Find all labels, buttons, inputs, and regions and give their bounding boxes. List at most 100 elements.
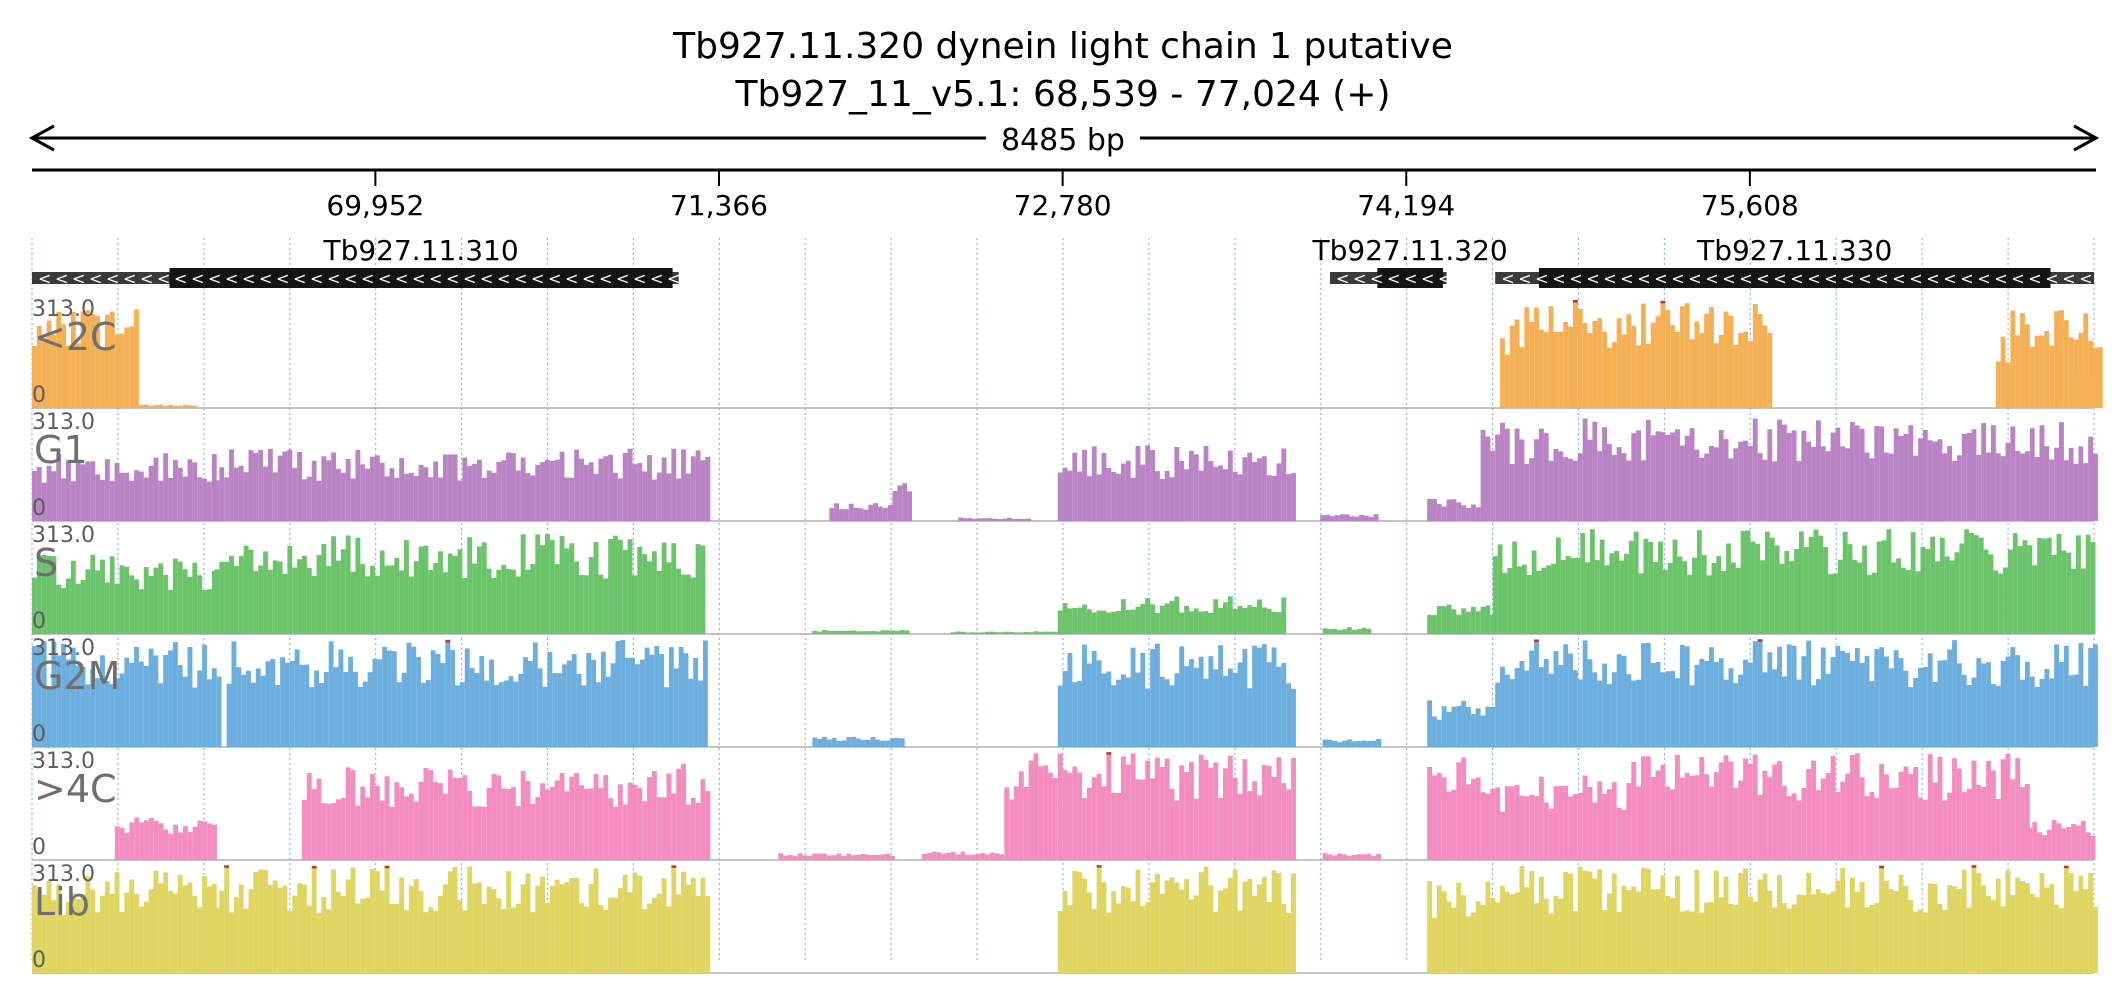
- coverage-bar: [1713, 772, 1719, 860]
- coverage-bar: [1111, 792, 1117, 860]
- coverage-bar: [1947, 792, 1953, 860]
- coverage-bar: [870, 736, 876, 747]
- coverage-bar: [588, 462, 594, 521]
- coverage-bar: [1218, 465, 1224, 521]
- coverage-bar: [603, 456, 609, 521]
- coverage-bar: [1531, 550, 1537, 634]
- coverage-bar: [695, 450, 701, 521]
- coverage-bar: [272, 560, 278, 634]
- coverage-bar: [1908, 687, 1914, 747]
- coverage-bar: [46, 465, 52, 521]
- coverage-bar: [452, 555, 458, 634]
- coverage-bar: [1650, 776, 1656, 860]
- coverage-bar: [336, 799, 341, 860]
- saturation-mark: [1660, 300, 1666, 304]
- coverage-bar: [1091, 446, 1097, 521]
- coverage-bar: [1028, 760, 1034, 860]
- coverage-bar: [1616, 807, 1622, 860]
- coverage-bar: [860, 853, 866, 860]
- coverage-bar: [336, 891, 341, 973]
- coverage-bar: [168, 589, 173, 634]
- coverage-bar: [1820, 647, 1826, 747]
- coverage-bar: [202, 876, 207, 973]
- coverage-bar: [1978, 537, 1984, 634]
- coverage-bar: [360, 786, 366, 860]
- coverage-bar: [1116, 679, 1121, 747]
- coverage-bar: [326, 909, 332, 973]
- coverage-bar: [1322, 853, 1328, 860]
- coverage-bar: [1918, 438, 1923, 521]
- coverage-bar: [1879, 647, 1885, 747]
- coverage-bar: [1580, 533, 1586, 634]
- coverage-bar: [158, 563, 164, 634]
- coverage-bar: [1130, 609, 1136, 634]
- coverage-bar: [2073, 674, 2079, 747]
- coverage-bar: [1905, 570, 1911, 634]
- track-ymax-label: 313.0: [32, 636, 95, 661]
- coverage-bar: [1961, 792, 1967, 860]
- coverage-bar: [413, 801, 419, 860]
- coverage-bar: [880, 854, 886, 860]
- coverage-bar: [331, 869, 337, 973]
- coverage-bar: [391, 651, 397, 747]
- coverage-bar: [627, 782, 633, 860]
- coverage-bar: [496, 461, 502, 521]
- coverage-bar: [1973, 535, 1979, 634]
- coverage-bar: [1524, 887, 1530, 973]
- coverage-bar: [1728, 668, 1734, 747]
- coverage-bar: [192, 562, 198, 634]
- coverage-bar: [581, 685, 587, 747]
- coverage-bar: [100, 895, 105, 973]
- coverage-bar: [197, 907, 203, 973]
- coverage-bar: [1670, 670, 1676, 747]
- coverage-bar: [177, 467, 183, 521]
- coverage-bar: [545, 534, 550, 634]
- coverage-bar: [510, 907, 516, 973]
- coverage-bar: [989, 631, 995, 634]
- coverage-bar: [1485, 605, 1491, 634]
- coverage-bar: [1949, 560, 1955, 634]
- coverage-bar: [1560, 559, 1566, 634]
- coverage-bar: [486, 470, 492, 521]
- coverage-bar: [1730, 562, 1736, 634]
- coverage-bar: [457, 549, 463, 634]
- coverage-bar: [1237, 910, 1243, 973]
- coverage-bar: [202, 644, 207, 747]
- coverage-bar: [1082, 798, 1087, 860]
- coverage-bar: [700, 779, 706, 860]
- coverage-bar: [1837, 559, 1843, 634]
- coverage-bar: [700, 545, 706, 634]
- coverage-bar: [399, 458, 405, 521]
- coverage-bar: [617, 539, 623, 634]
- coverage-bar: [177, 561, 183, 634]
- coverage-bar: [1106, 467, 1112, 521]
- coverage-bar: [875, 739, 881, 747]
- coverage-bar: [85, 876, 91, 973]
- coverage-bar: [1436, 606, 1442, 634]
- coverage-bar: [890, 630, 895, 634]
- coverage-bar: [1879, 865, 1885, 973]
- coverage-bar: [219, 890, 225, 973]
- coverage-bar: [442, 793, 448, 860]
- coverage-bar: [1120, 756, 1126, 860]
- coverage-bar: [1626, 314, 1632, 408]
- coverage-bar: [926, 853, 932, 860]
- coverage-bar: [1801, 430, 1807, 521]
- coverage-bar: [1461, 895, 1467, 973]
- coverage-bar: [1446, 901, 1452, 973]
- coverage-bar: [2054, 904, 2060, 973]
- coverage-bar: [370, 868, 375, 973]
- coverage-bar: [61, 915, 67, 973]
- coverage-bar: [637, 463, 643, 521]
- coverage-bar: [1679, 445, 1685, 521]
- coverage-bar: [1135, 672, 1141, 747]
- coverage-bar: [211, 884, 217, 973]
- coverage-bar: [1257, 458, 1262, 521]
- coverage-bar: [1835, 792, 1841, 860]
- coverage-bar: [1461, 757, 1467, 860]
- coverage-bar: [129, 822, 135, 860]
- coverage-bar: [637, 788, 643, 860]
- coverage-bar: [1475, 507, 1481, 521]
- coverage-bar: [1021, 518, 1027, 521]
- gene-label: Tb927.11.320: [1312, 234, 1508, 267]
